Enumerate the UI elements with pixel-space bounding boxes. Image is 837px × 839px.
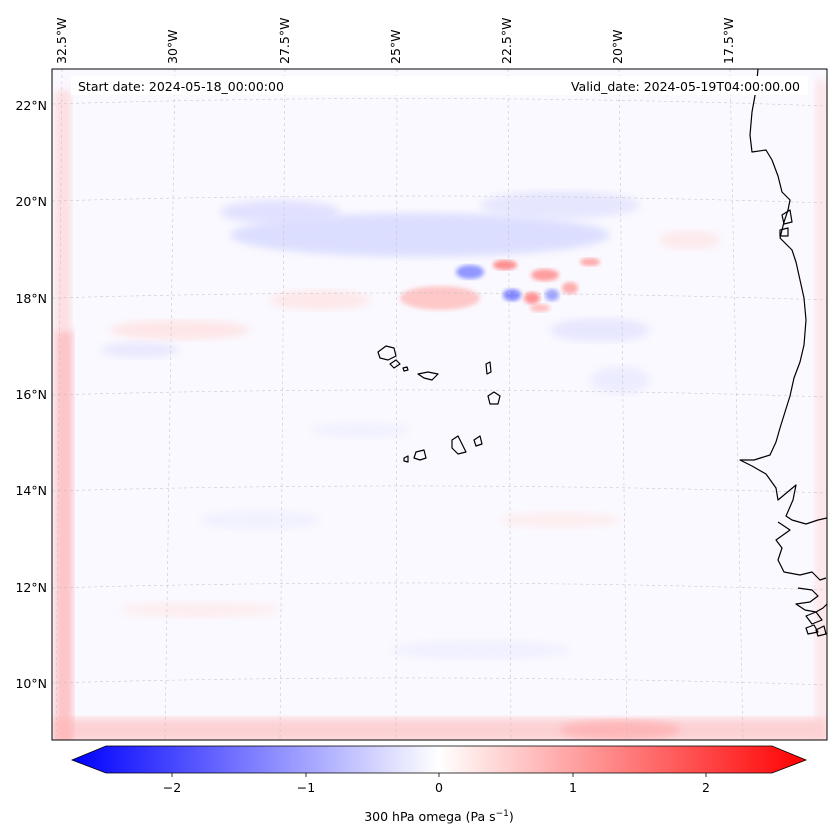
island-santiago [451,435,467,455]
omega-blue-band [230,213,610,257]
omega-red-patch-1 [400,286,480,310]
lat-label-12n: 12°N [15,580,47,595]
parallel-22n [52,98,827,107]
island-brava [403,455,409,463]
meridian-20w [618,69,628,740]
omega-weak-red-1 [110,320,250,340]
lat-label-20n: 20°N [15,194,47,209]
map-background [52,69,827,740]
omega-blue-patch-1 [220,200,340,224]
parallel-14n [52,485,827,494]
bijagos-island-2 [805,624,819,635]
parallel-20n [52,195,827,204]
omega-blue-patch-2 [480,191,640,219]
coastal-island-2 [779,227,789,237]
omega-weak-blue-6 [310,422,410,438]
colorbar-ticks [171,773,707,777]
map-panel[interactable]: Start date: 2024-05-18_00:00:00 Valid_da… [51,68,829,750]
colorbar-body [70,745,808,774]
omega-blue-cell-1 [456,265,484,279]
start-date: Start date: 2024-05-18_00:00:00 [78,79,284,94]
island-santo-antao [377,345,397,361]
lon-label-22-5w: 22.5°W [499,18,514,64]
omega-weak-red-5 [560,720,680,740]
senegal-gambia-coast [775,521,827,581]
omega-weak-red-2 [270,290,370,310]
graticule [52,69,827,740]
island-santa-luzia [402,366,409,372]
colorbar-label: 300 hPa omega (Pa s−1) [364,809,514,824]
parallel-16n [52,389,827,398]
meridian-17-5w [729,69,744,740]
colorbar-tick-0: 0 [435,780,443,795]
omega-red-cell-6 [530,304,550,312]
omega-weak-red-4 [120,602,280,618]
omega-west-edge-band-upper [55,90,71,330]
colorbar-label-prefix: 300 hPa omega (Pa s [364,809,495,824]
lat-label-14n: 14°N [15,483,47,498]
island-sao-vicente [389,359,401,369]
meridian-22-5w [507,69,512,740]
longitude-labels: 32.5°W 30°W 27.5°W 25°W 22.5°W 20°W 17.5… [54,18,736,64]
latitude-labels: 22°N 20°N 18°N 16°N 14°N 12°N 10°N [15,98,47,691]
omega-blue-cell-3 [545,289,559,301]
parallel-10n [52,677,827,686]
parallel-18n [52,292,827,301]
african-coastline [739,69,827,525]
meridian-30w [164,69,176,740]
colorbar-tick-m1: −1 [297,780,315,795]
omega-red-cell-4 [562,282,578,294]
lat-label-18n: 18°N [15,291,47,306]
omega-blue-cell-2 [503,289,521,301]
parallel-12n [52,582,827,591]
meridian-32-5w [55,69,63,740]
omega-field [52,69,827,740]
lat-label-16n: 16°N [15,387,47,402]
lon-label-32-5w: 32.5°W [54,18,69,64]
map-frame [51,68,828,741]
valid-date: Valid_date: 2024-05-19T04:00:00.00 [571,79,800,94]
colorbar-label-suffix: ) [509,809,514,824]
omega-weak-blue-2 [550,318,650,342]
omega-weak-blue-4 [200,510,320,530]
coastal-island-1 [781,209,793,225]
omega-red-cell-1 [493,260,517,270]
island-sal [485,361,492,375]
colorbar-tick-2: 2 [702,780,710,795]
colorbar-tick-1: 1 [569,780,577,795]
omega-weak-red-3 [660,230,720,250]
island-maio [473,435,483,447]
colorbar-label-exponent: −1 [496,809,509,819]
lon-label-17-5w: 17.5°W [721,18,736,64]
omega-south-edge-band [52,718,827,740]
lon-label-30w: 30°W [165,29,180,64]
island-sao-nicolau [417,371,439,381]
colorbar-tick-m2: −2 [163,780,181,795]
omega-red-cell-3 [524,292,540,304]
omega-east-edge-band [815,80,827,740]
island-boa-vista [487,391,501,405]
bijagos-island-1 [805,611,823,625]
coastlines [377,69,827,637]
meridian-27-5w [279,69,286,740]
omega-red-cell-5 [580,258,600,266]
omega-west-edge-band [55,330,73,740]
lon-label-27-5w: 27.5°W [277,18,292,64]
colorbar: −2 −1 0 1 2 300 hPa omega (Pa s−1) [70,745,808,824]
bijagos-island-3 [815,625,827,637]
omega-weak-blue-5 [390,640,570,660]
omega-red-cell-2 [531,269,559,281]
header-background [71,76,808,95]
guinea-bissau-coast [795,587,827,613]
meridian-25w [395,69,398,740]
island-fogo [413,449,427,461]
omega-weak-blue-3 [590,366,650,394]
omega-weak-red-6 [500,512,620,528]
omega-weak-blue-1 [100,342,180,358]
lat-label-22n: 22°N [15,98,47,113]
lon-label-25w: 25°W [388,29,403,64]
lat-label-10n: 10°N [15,676,47,691]
lon-label-20w: 20°W [610,29,625,64]
